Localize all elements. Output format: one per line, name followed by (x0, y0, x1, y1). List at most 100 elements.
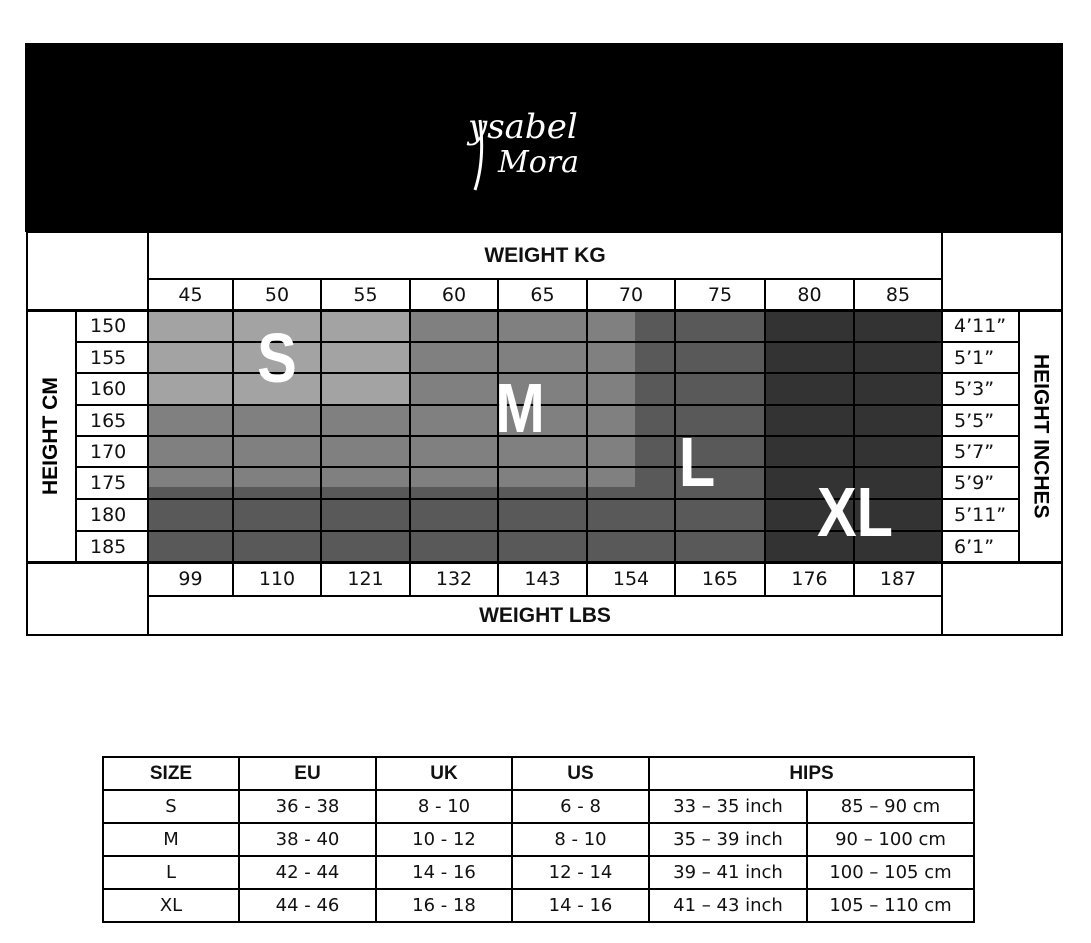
table-cell: 12 - 14 (511, 855, 650, 890)
column-header: US (511, 756, 650, 791)
grid-line (497, 279, 499, 310)
grid-line (674, 279, 676, 310)
svg-text:Mora: Mora (497, 145, 579, 180)
height-in-value: 4’11” (954, 315, 1007, 337)
table-cell: M (102, 822, 240, 857)
column-header: HIPS (648, 756, 975, 791)
table-cell: 10 - 12 (375, 822, 513, 857)
size-label-s: S (257, 319, 297, 397)
weight-kg-title: WEIGHT KG (484, 243, 606, 267)
grid-line (76, 341, 1019, 343)
table-cell: 36 - 38 (238, 789, 377, 824)
table-cell: 8 - 10 (375, 789, 513, 824)
height-cm-title: HEIGHT CM (39, 377, 62, 495)
table-row: M 38 - 40 10 - 12 8 - 10 35 – 39 inch 90 – 10… (102, 822, 975, 857)
table-cell: 100 – 105 cm (806, 855, 975, 890)
weight-lbs-value: 99 (178, 568, 203, 590)
grid-line (76, 466, 1019, 468)
height-in-value: 5’9” (954, 472, 995, 494)
table-cell: 41 – 43 inch (648, 888, 808, 923)
grid-line (674, 562, 676, 596)
size-conversion-table: SIZE EU UK US HIPS S 36 - 38 8 - 10 6 - 8 33 – 3… (102, 756, 975, 923)
brand-logo: ysabel Mora (466, 107, 579, 191)
column-header: EU (238, 756, 377, 791)
height-cm-value: 175 (90, 472, 127, 494)
height-in-value: 6’1” (954, 535, 995, 558)
weight-kg-value: 80 (797, 283, 822, 306)
table-cell: 14 - 16 (375, 855, 513, 890)
height-in-value: 5’3” (954, 378, 995, 400)
weight-lbs-value: 143 (524, 568, 561, 590)
grid-line (764, 279, 766, 310)
table-cell: 85 – 90 cm (806, 789, 975, 824)
table-row: S 36 - 38 8 - 10 6 - 8 33 – 35 inch 85 – 90 c… (102, 789, 975, 824)
grid-line (76, 435, 1019, 437)
grid-line (75, 310, 77, 562)
table-cell: L (102, 855, 240, 890)
grid-line (148, 278, 942, 280)
table-cell: 90 – 100 cm (806, 822, 975, 857)
height-cm-value: 150 (90, 315, 127, 337)
size-label-l: L (678, 423, 716, 501)
grid-line (586, 310, 588, 562)
grid-line (586, 279, 588, 310)
weight-lbs-value: 176 (791, 568, 828, 590)
size-label-m: M (495, 369, 545, 447)
table-cell: XL (102, 888, 240, 923)
weight-lbs-title: WEIGHT LBS (479, 603, 611, 627)
table-cell: 38 - 40 (238, 822, 377, 857)
weight-kg-value: 70 (618, 283, 644, 306)
size-label-xl: XL (816, 473, 894, 551)
table-cell: 14 - 16 (511, 888, 650, 923)
grid-line (232, 562, 234, 596)
table-cell: 8 - 10 (511, 822, 650, 857)
table-row: L 42 - 44 14 - 16 12 - 14 39 – 41 inch 100 – … (102, 855, 975, 890)
weight-kg-value: 60 (441, 283, 467, 306)
weight-kg-value: 75 (707, 283, 733, 306)
weight-lbs-value: 165 (701, 568, 739, 590)
height-cm-value: 180 (90, 504, 127, 526)
grid-line (320, 279, 322, 310)
height-in-value: 5’7” (954, 440, 995, 463)
table-cell: S (102, 789, 240, 824)
grid-line (853, 562, 855, 596)
grid-line (320, 562, 322, 596)
grid-line (76, 372, 1019, 374)
height-cm-value: 165 (90, 409, 127, 432)
table-cell: 33 – 35 inch (648, 789, 808, 824)
weight-kg-value: 85 (885, 283, 911, 306)
grid-line (147, 232, 149, 636)
table-cell: 39 – 41 inch (648, 855, 808, 890)
height-cm-value: 155 (90, 346, 127, 369)
table-cell: 35 – 39 inch (648, 822, 808, 857)
grid-line (853, 279, 855, 310)
grid-line (26, 232, 28, 636)
column-header: SIZE (102, 756, 240, 791)
grid-line (409, 310, 411, 562)
height-in-value: 5’11” (954, 504, 1007, 526)
grid-line (764, 310, 766, 562)
grid-line (497, 562, 499, 596)
weight-kg-value: 50 (264, 283, 290, 306)
table-cell: 44 - 46 (238, 888, 377, 923)
grid-line (148, 595, 942, 597)
grid-line (26, 634, 1063, 636)
grid-line (320, 310, 322, 562)
height-cm-value: 170 (90, 440, 127, 463)
weight-kg-value: 65 (530, 283, 555, 306)
grid-line (409, 562, 411, 596)
weight-lbs-value: 187 (879, 568, 917, 590)
grid-line (76, 404, 1019, 406)
grid-line (586, 562, 588, 596)
grid-line (26, 231, 1063, 233)
weight-kg-value: 45 (178, 283, 203, 306)
weight-lbs-value: 121 (347, 568, 384, 590)
weight-kg-value: 55 (353, 283, 378, 306)
weight-lbs-value: 110 (258, 568, 296, 590)
grid-line (764, 562, 766, 596)
height-in-value: 5’5” (954, 409, 995, 432)
zone-s (148, 310, 410, 405)
weight-lbs-value: 154 (612, 568, 650, 590)
grid-line (26, 561, 1063, 564)
grid-line (232, 279, 234, 310)
